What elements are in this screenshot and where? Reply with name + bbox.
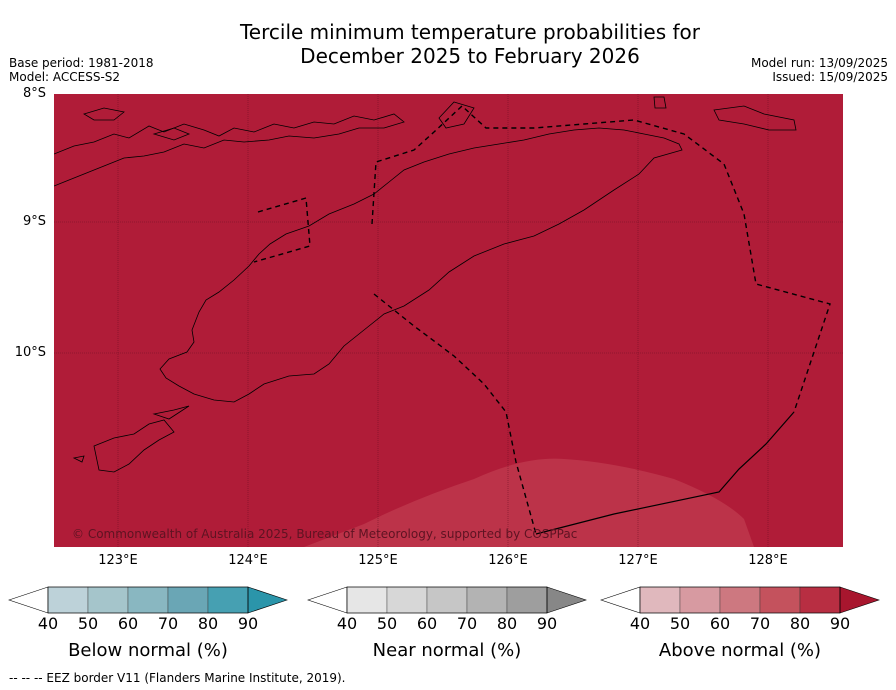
near-tick-60: 60 <box>416 614 438 633</box>
below-tick-80: 80 <box>197 614 219 633</box>
colorbar-below-normal <box>8 586 288 614</box>
lon-label-125e: 125°E <box>358 553 398 568</box>
colorbar-swatch <box>87 586 129 614</box>
eez-border <box>253 105 831 535</box>
copyright-notice: © Commonwealth of Australia 2025, Bureau… <box>72 527 577 541</box>
below-tick-60: 60 <box>117 614 139 633</box>
near-normal-label: Near normal (%) <box>372 640 522 661</box>
lon-label-123e: 123°E <box>98 553 138 568</box>
map-title-line-1: Tercile minimum temperature probabilitie… <box>239 20 701 44</box>
below-tick-70: 70 <box>157 614 179 633</box>
coastlines <box>54 96 797 473</box>
model-name: Model: ACCESS-S2 <box>9 70 121 84</box>
near-tick-50: 50 <box>376 614 398 633</box>
colorbar-near-normal <box>307 586 587 614</box>
colorbar-swatch <box>679 586 721 614</box>
colorbar-swatch <box>167 586 209 614</box>
colorbar-swatch <box>466 586 508 614</box>
map-background <box>54 94 843 547</box>
above-tick-40: 40 <box>629 614 651 633</box>
below-tick-90: 90 <box>237 614 259 633</box>
eez-footnote: -- -- -- EEZ border V11 (Flanders Marine… <box>9 671 346 685</box>
above-tick-60: 60 <box>709 614 731 633</box>
colorbar-swatch <box>47 586 89 614</box>
below-tick-50: 50 <box>77 614 99 633</box>
colorbar-swatch <box>799 586 841 614</box>
colorbar-swatch <box>346 586 388 614</box>
lower-probability-region <box>304 458 754 547</box>
colorbar-above-normal <box>600 586 880 614</box>
colorbar-swatch <box>426 586 468 614</box>
colorbar-swatch <box>506 586 548 614</box>
above-tick-80: 80 <box>789 614 811 633</box>
above-normal-label: Above normal (%) <box>658 640 822 661</box>
near-tick-70: 70 <box>456 614 478 633</box>
below-normal-label: Below normal (%) <box>68 640 228 661</box>
colorbar-extension <box>839 586 880 614</box>
lon-label-126e: 126°E <box>488 553 528 568</box>
lon-label-124e: 124°E <box>228 553 268 568</box>
probability-map: © Commonwealth of Australia 2025, Bureau… <box>54 94 843 547</box>
colorbar-swatch <box>759 586 801 614</box>
colorbar-swatch <box>207 586 249 614</box>
lon-label-128e: 128°E <box>748 553 788 568</box>
colorbar-swatch <box>386 586 428 614</box>
colorbar-extension <box>546 586 587 614</box>
lat-label-10s: 10°S <box>14 345 46 360</box>
above-tick-50: 50 <box>669 614 691 633</box>
model-run: Model run: 13/09/2025 <box>750 56 888 70</box>
colorbar-swatch <box>639 586 681 614</box>
graticule <box>54 94 843 547</box>
above-tick-70: 70 <box>749 614 771 633</box>
below-tick-40: 40 <box>37 614 59 633</box>
lat-label-8s: 8°S <box>22 86 46 101</box>
map-title-line-2: December 2025 to February 2026 <box>300 44 640 68</box>
colorbar-legend <box>8 586 880 614</box>
near-tick-80: 80 <box>496 614 518 633</box>
issued-date: Issued: 15/09/2025 <box>772 70 888 84</box>
lon-label-127e: 127°E <box>618 553 658 568</box>
near-tick-90: 90 <box>536 614 558 633</box>
colorbar-swatch <box>127 586 169 614</box>
lat-label-9s: 9°S <box>22 214 46 229</box>
maritime-boundary <box>535 411 795 535</box>
above-tick-90: 90 <box>829 614 851 633</box>
colorbar-swatch <box>719 586 761 614</box>
base-period: Base period: 1981-2018 <box>9 56 154 70</box>
near-tick-40: 40 <box>336 614 358 633</box>
colorbar-extension <box>247 586 288 614</box>
